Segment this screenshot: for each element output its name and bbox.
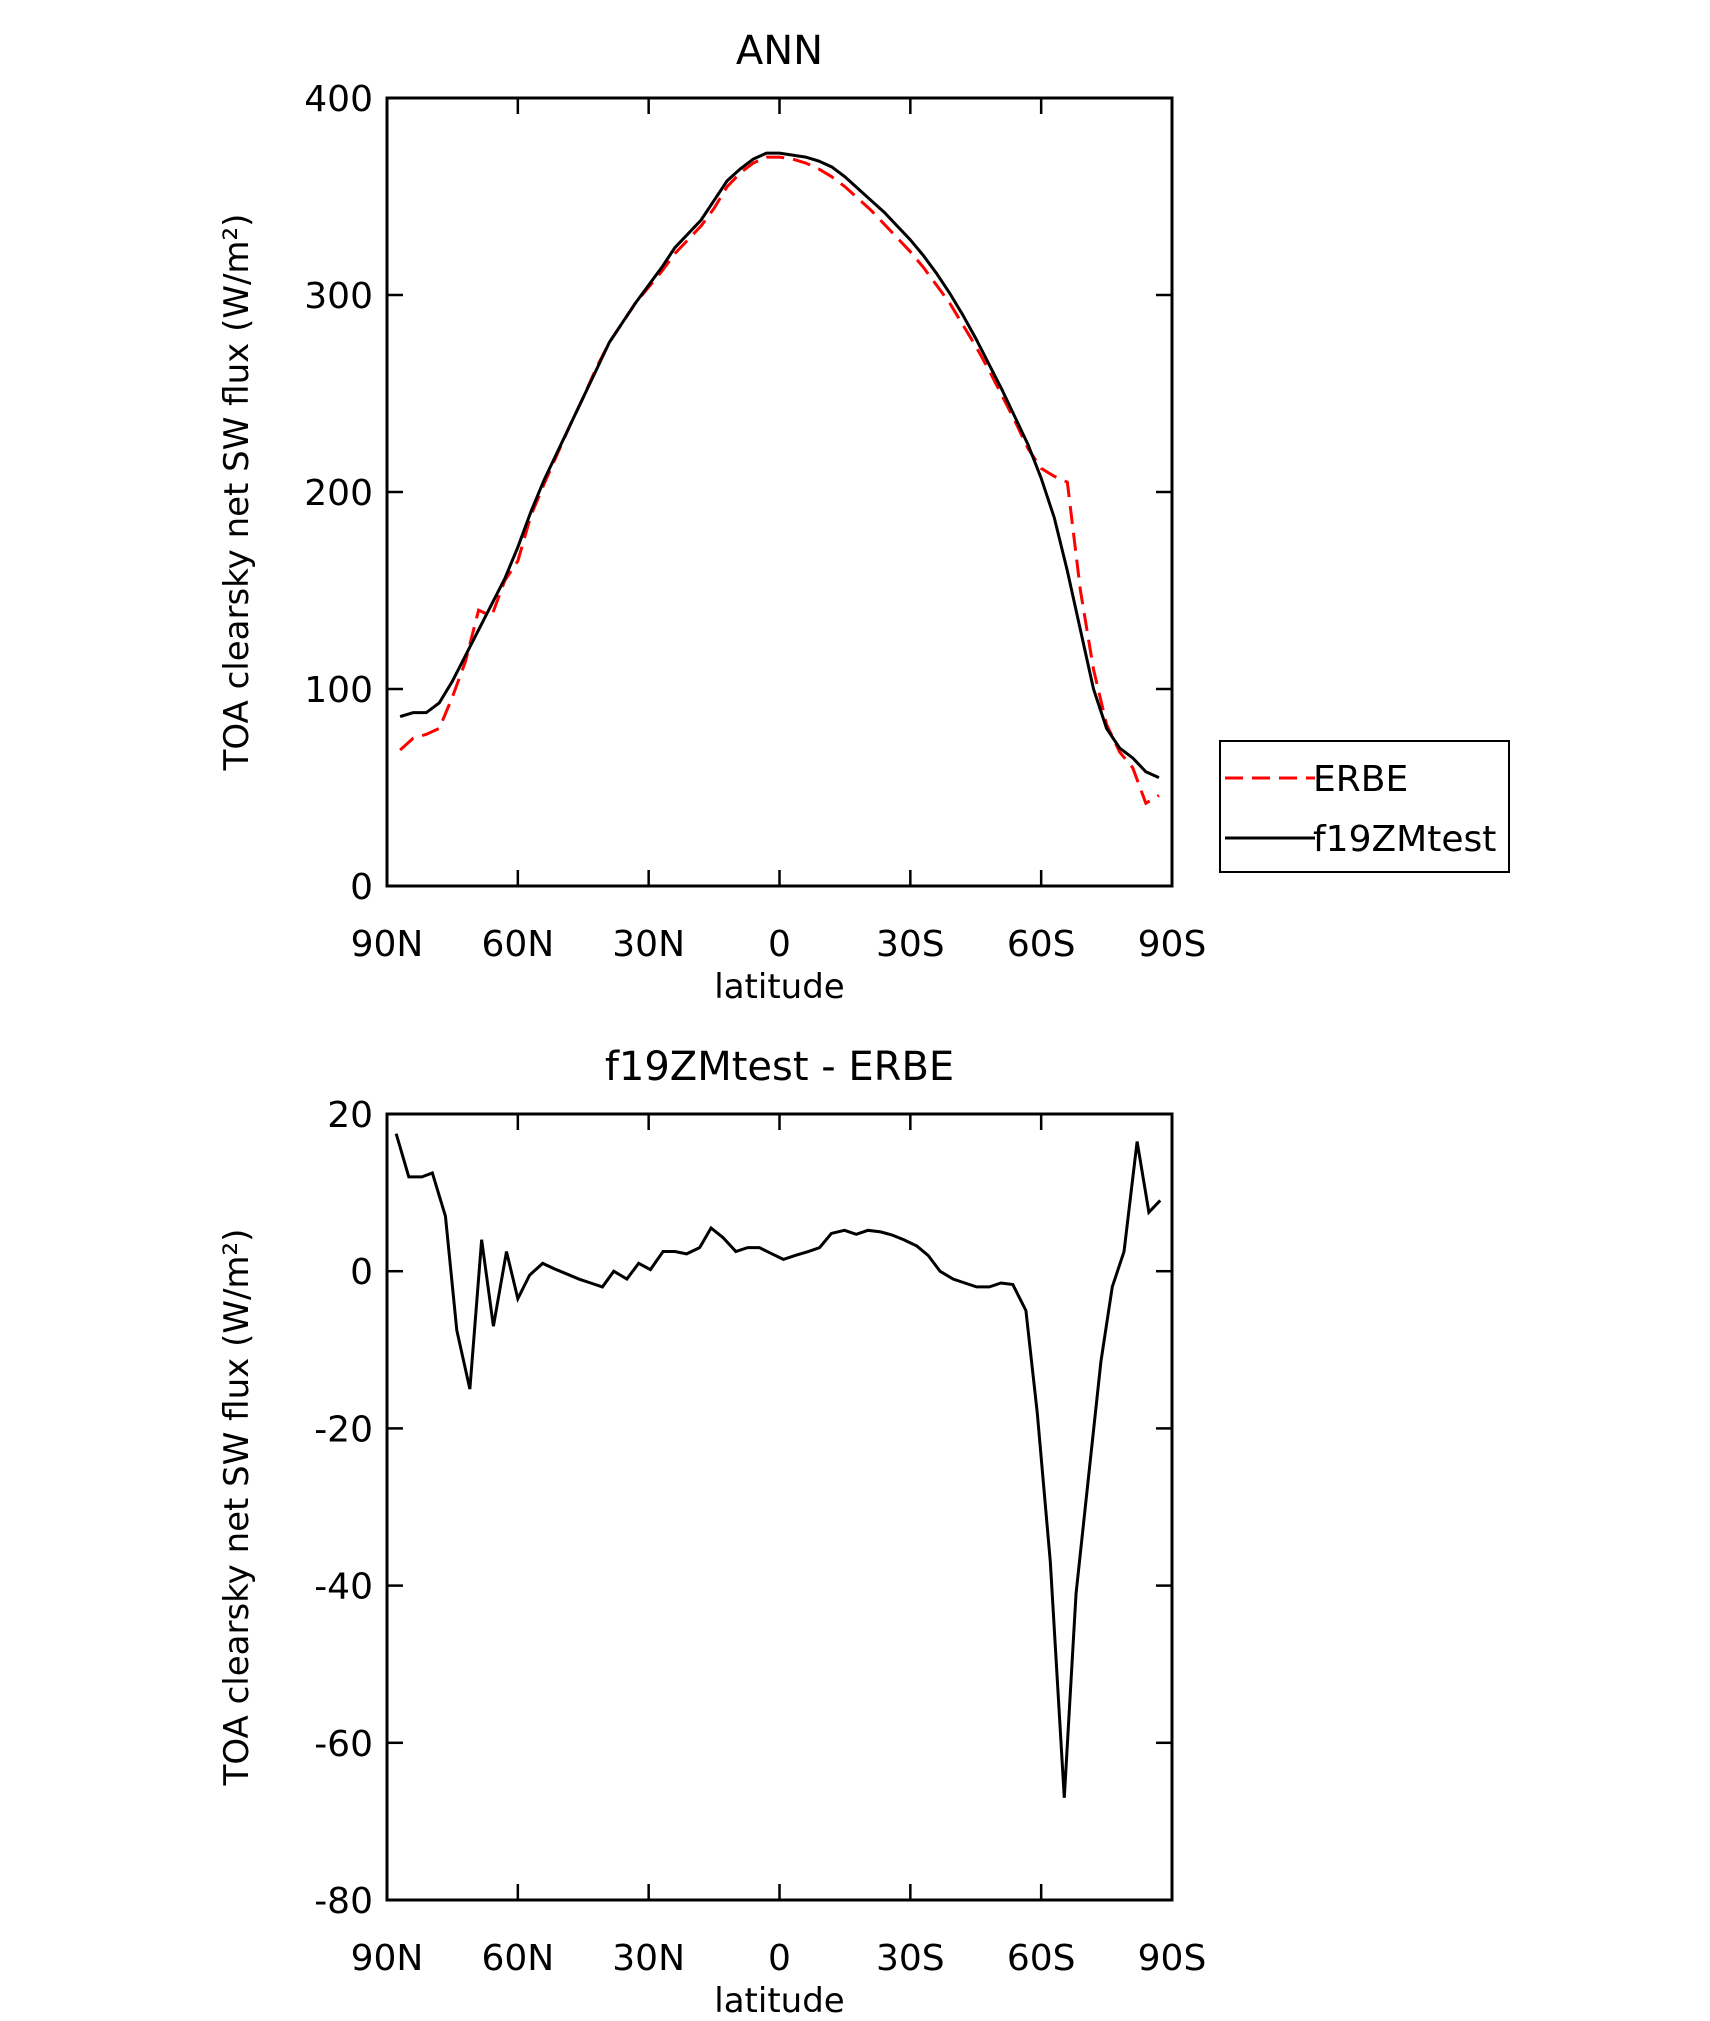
- y-tick-label: 400: [304, 79, 373, 120]
- y-tick-label: 0: [350, 1252, 373, 1293]
- y-tick-label: 100: [304, 670, 373, 711]
- x-tick-label: 90N: [351, 1938, 424, 1979]
- x-tick-label: 90N: [351, 924, 424, 965]
- legend-label: ERBE: [1313, 759, 1408, 800]
- x-tick-label: 60S: [1007, 1938, 1076, 1979]
- legend-box: [1219, 740, 1510, 873]
- y-tick-label: 200: [304, 473, 373, 514]
- x-tick-label: 30S: [876, 1938, 945, 1979]
- y-axis-label: TOA clearsky net SW flux (W/m²): [217, 214, 257, 772]
- data-line: [394, 1133, 1162, 1798]
- x-tick-label: 60N: [481, 1938, 554, 1979]
- y-tick-label: 300: [304, 276, 373, 317]
- y-tick-label: -60: [314, 1724, 373, 1765]
- x-tick-label: 0: [768, 1938, 791, 1979]
- y-tick-label: 0: [350, 867, 373, 908]
- plot-frame: [385, 1112, 1174, 1902]
- x-tick-label: 90S: [1138, 1938, 1207, 1979]
- y-tick-label: 20: [327, 1095, 373, 1136]
- plot-frame: [385, 96, 1174, 888]
- y-tick-label: -80: [314, 1881, 373, 1922]
- y-tick-label: -20: [314, 1409, 373, 1450]
- x-tick-label: 30N: [612, 924, 685, 965]
- data-line: [399, 155, 1160, 806]
- x-tick-label: 30S: [876, 924, 945, 965]
- x-axis-label: latitude: [714, 967, 844, 1007]
- y-tick-label: -40: [314, 1567, 373, 1608]
- x-tick-label: 0: [768, 924, 791, 965]
- y-axis-label: TOA clearsky net SW flux (W/m²): [217, 1229, 257, 1787]
- x-tick-label: 90S: [1138, 924, 1207, 965]
- x-axis-label: latitude: [714, 1981, 844, 2021]
- chart-title: f19ZMtest - ERBE: [605, 1044, 954, 1090]
- legend-label: f19ZMtest: [1313, 819, 1496, 860]
- x-tick-label: 30N: [612, 1938, 685, 1979]
- chart-title: ANN: [736, 28, 823, 74]
- data-line: [399, 151, 1160, 780]
- x-tick-label: 60S: [1007, 924, 1076, 965]
- x-tick-label: 60N: [481, 924, 554, 965]
